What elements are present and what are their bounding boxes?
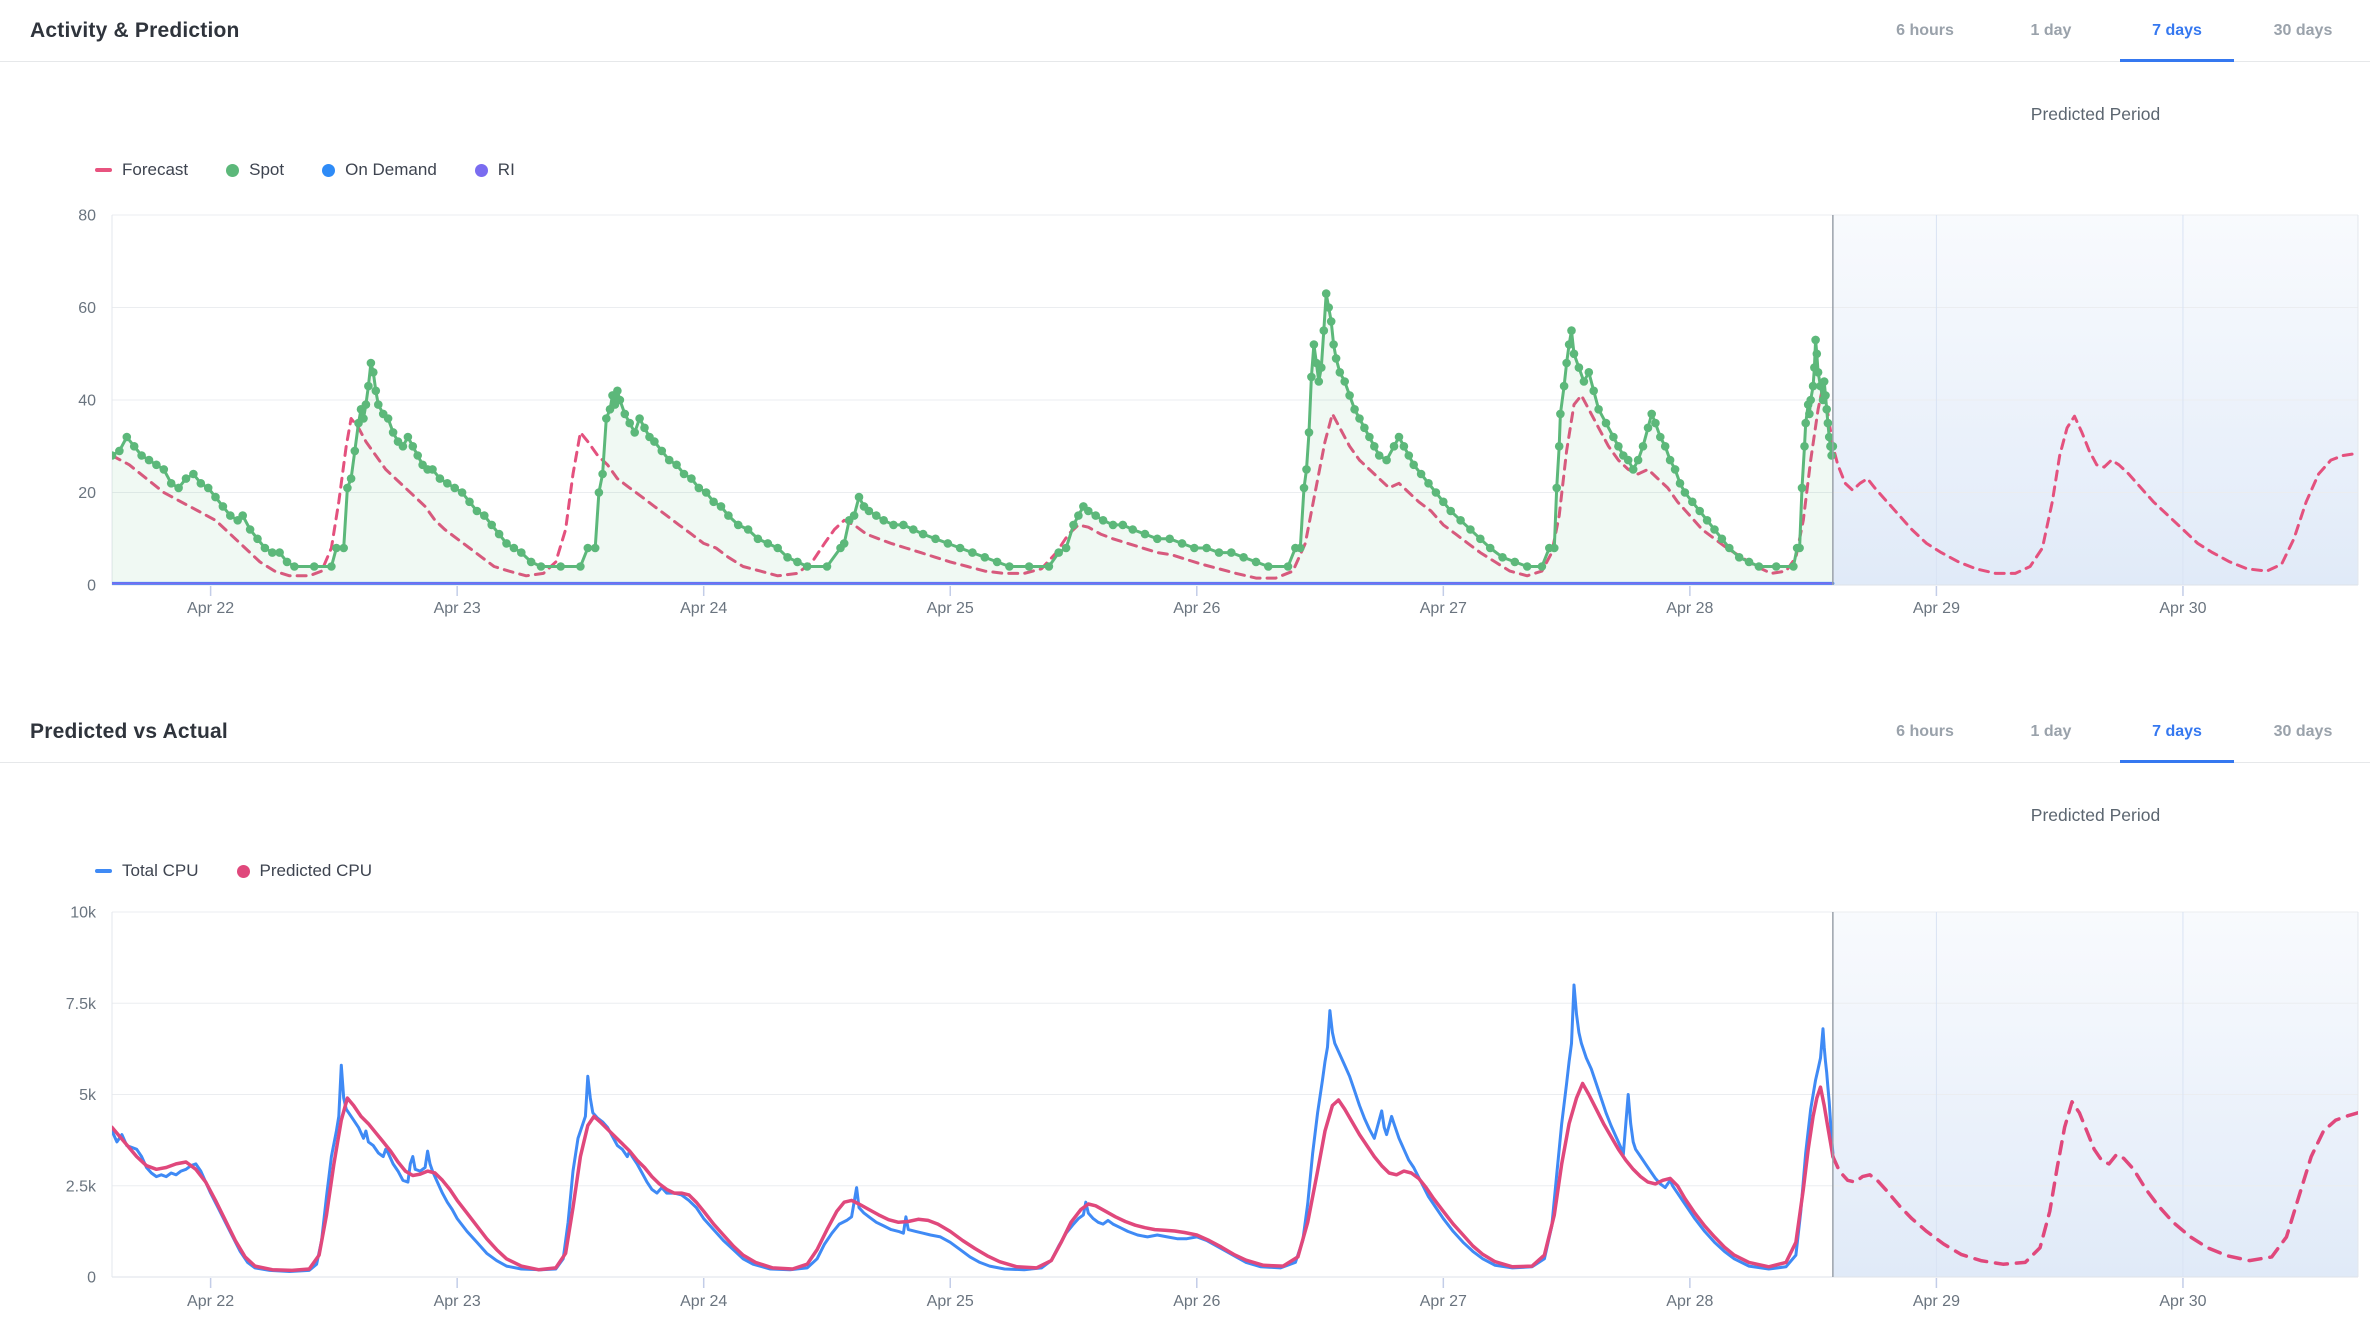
y-axis-label: 60 [78, 300, 96, 317]
y-axis-label: 40 [78, 393, 96, 410]
legend-item-ri[interactable]: RI [474, 160, 515, 180]
tab-7-days[interactable]: 7 days [2114, 0, 2240, 62]
x-axis-label: Apr 28 [1666, 1293, 1713, 1310]
panel-header: Predicted vs Actual 6 hours 1 day 7 days 30… [0, 701, 2370, 763]
tab-30-days[interactable]: 30 days [2273, 22, 2333, 39]
x-axis-label: Apr 22 [187, 600, 234, 617]
y-axis-label: 5k [79, 1087, 97, 1104]
activity-prediction-chart[interactable]: 0 20 40 60 80 Apr 22 Apr 23 Apr 24 Apr 25 Apr 26 A… [0, 62, 2370, 701]
dot-marker-icon [322, 163, 336, 177]
line-marker-icon [95, 869, 112, 873]
dot-marker-icon [236, 864, 250, 878]
x-axis-label: Apr 25 [927, 1293, 974, 1310]
predicted-cpu-series [112, 1081, 2358, 1273]
legend-item-total-cpu[interactable]: Total CPU [95, 861, 199, 881]
panel-header: Activity & Prediction 6 hours 1 day 7 days… [0, 0, 2370, 62]
x-axis-label: Apr 30 [2159, 1293, 2206, 1310]
predicted-period-label: Predicted Period [2030, 104, 2161, 124]
legend-item-predicted-cpu[interactable]: Predicted CPU [236, 861, 372, 881]
y-axis-label: 20 [78, 485, 96, 502]
y-axis-label: 7.5k [66, 996, 97, 1013]
total-cpu-series [112, 983, 1835, 1273]
legend-item-on-demand[interactable]: On Demand [322, 160, 437, 180]
predicted-cpu-line [112, 1081, 1835, 1273]
total-cpu-line [112, 983, 1835, 1273]
forecast-series [112, 384, 2358, 580]
panel-predicted-vs-actual: Predicted vs Actual 6 hours 1 day 7 days 30… [0, 701, 2370, 1328]
tab-1-day[interactable]: 1 day [2030, 723, 2072, 740]
y-axis-label: 0 [87, 578, 96, 595]
x-axis-label: Apr 22 [187, 1293, 234, 1310]
x-axis-label: Apr 30 [2159, 600, 2206, 617]
predicted-period-label: Predicted Period [2030, 805, 2161, 825]
dot-marker-icon [226, 163, 240, 177]
y-axis-label: 2.5k [66, 1178, 97, 1195]
y-axis-label: 10k [70, 905, 97, 922]
dash-marker-icon [95, 168, 112, 172]
chart-area-activity: Predicted Period Forecast Spot On Demand RI… [0, 62, 2370, 701]
legend-label: Forecast [122, 160, 189, 179]
legend-item-forecast[interactable]: Forecast [95, 160, 188, 180]
legend-label: Spot [249, 160, 285, 179]
page-title: Predicted vs Actual [30, 719, 228, 743]
x-axis-label: Apr 27 [1420, 1293, 1467, 1310]
legend-label: On Demand [345, 160, 437, 179]
x-axis-label: Apr 26 [1173, 1293, 1220, 1310]
tab-1-day[interactable]: 1 day [2030, 22, 2072, 39]
legend-label: RI [497, 160, 515, 179]
predicted-cpu-forecast-line [1831, 1100, 2358, 1266]
spot-series [112, 289, 1838, 585]
legend-item-spot[interactable]: Spot [226, 160, 284, 180]
chart-legend: Forecast Spot On Demand RI [95, 160, 515, 180]
x-axis-label: Apr 24 [680, 600, 727, 617]
x-axis-label: Apr 29 [1913, 1293, 1960, 1310]
x-axis-label: Apr 23 [434, 600, 481, 617]
legend-label: Predicted CPU [259, 861, 372, 880]
x-axis-label: Apr 23 [434, 1293, 481, 1310]
spot-area [112, 293, 1833, 585]
tab-6-hours[interactable]: 6 hours [1896, 22, 1954, 39]
chart-area-predicted-vs-actual: Predicted Period Total CPU Predicted CPU … [0, 763, 2370, 1328]
page-title: Activity & Prediction [30, 18, 240, 42]
y-axis-label: 0 [87, 1270, 96, 1287]
tab-7-days[interactable]: 7 days [2114, 701, 2240, 763]
forecast-line [112, 384, 2358, 580]
x-axis-label: Apr 27 [1420, 600, 1467, 617]
time-range-tabs: 6 hours 1 day 7 days 30 days [1862, 701, 2370, 763]
x-axis-label: Apr 25 [927, 600, 974, 617]
panel-activity-prediction: Activity & Prediction 6 hours 1 day 7 days… [0, 0, 2370, 701]
x-axis-label: Apr 26 [1173, 600, 1220, 617]
y-axis-label: 80 [78, 208, 96, 225]
tab-6-hours[interactable]: 6 hours [1896, 723, 1954, 740]
x-axis-label: Apr 28 [1666, 600, 1713, 617]
tab-30-days[interactable]: 30 days [2273, 723, 2333, 740]
x-axis-label: Apr 29 [1913, 600, 1960, 617]
chart-legend: Total CPU Predicted CPU [95, 861, 372, 881]
x-axis-label: Apr 24 [680, 1293, 727, 1310]
predicted-vs-actual-chart[interactable]: 0 2.5k 5k 7.5k 10k Apr 22 Apr 23 Apr 24 Apr 25 Ap… [0, 763, 2370, 1328]
legend-label: Total CPU [122, 861, 199, 880]
dot-marker-icon [474, 163, 488, 177]
time-range-tabs: 6 hours 1 day 7 days 30 days [1862, 0, 2370, 62]
